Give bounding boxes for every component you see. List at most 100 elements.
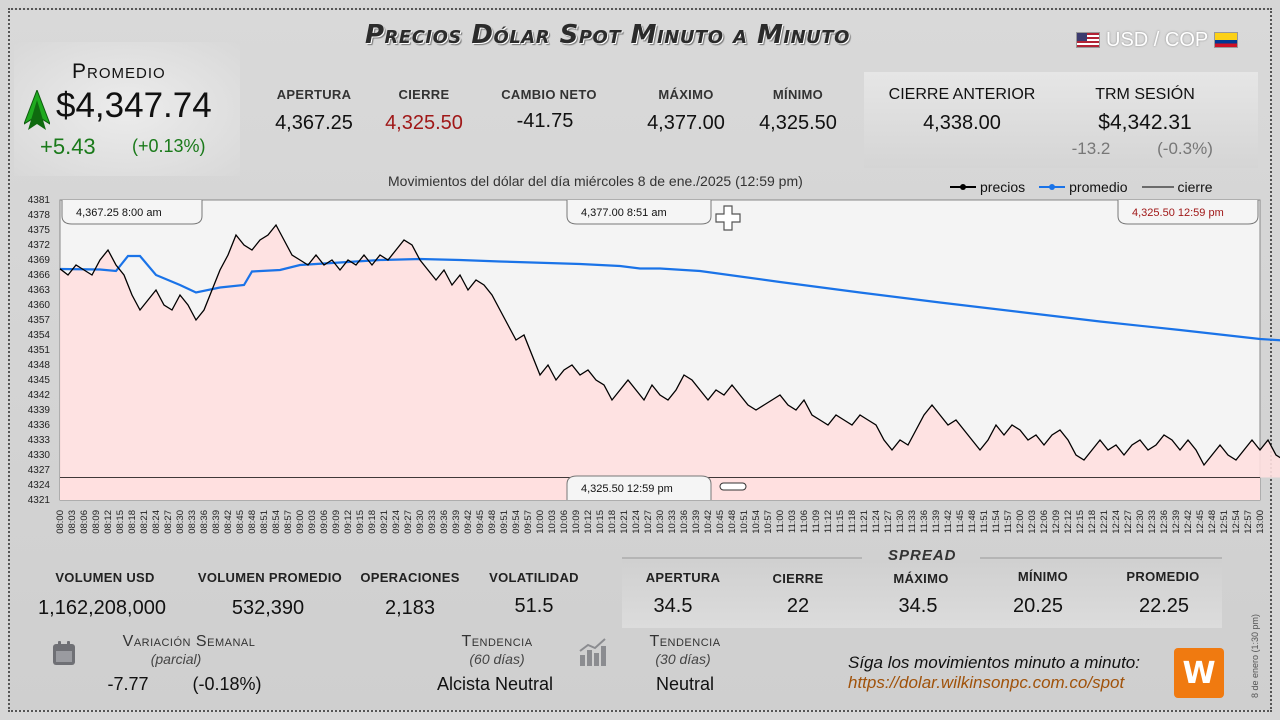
x-tick-label: 11:15 xyxy=(835,510,846,533)
x-tick-label: 08:54 xyxy=(271,510,282,534)
x-tick-label: 13:00 xyxy=(1255,510,1266,534)
legend-precios-swatch xyxy=(950,184,976,190)
spread-promedio-value: 22.25 xyxy=(1138,595,1190,617)
y-tick-label: 4363 xyxy=(28,285,51,296)
x-tick-label: 10:30 xyxy=(655,510,666,534)
promedio-label: Promedio xyxy=(72,60,166,83)
spread-panel xyxy=(622,560,1222,628)
x-tick-label: 12:30 xyxy=(1135,510,1146,534)
spread-maximo-label: MÁXIMO xyxy=(893,571,949,586)
spread-minimo-value: 20.25 xyxy=(1012,595,1064,617)
y-tick-label: 4324 xyxy=(28,480,51,491)
weekly-change-pct: (-0.18%) xyxy=(192,674,262,694)
x-tick-label: 11:12 xyxy=(823,510,834,533)
stat-cambio-value: -41.75 xyxy=(516,110,574,132)
x-tick-label: 10:15 xyxy=(595,510,606,534)
trm-value: $4,342.31 xyxy=(1098,111,1192,134)
y-tick-label: 4372 xyxy=(28,240,51,251)
x-tick-label: 12:39 xyxy=(1171,510,1182,534)
legend-cierre-label: cierre xyxy=(1177,179,1213,195)
calendar-icon xyxy=(53,641,75,665)
wilkinson-logo[interactable]: W xyxy=(1174,648,1224,698)
x-tick-label: 12:48 xyxy=(1207,510,1218,534)
operaciones-label: OPERACIONES xyxy=(360,570,460,585)
volumen-promedio-label: VOLUMEN PROMEDIO xyxy=(197,570,343,585)
promo-link[interactable]: https://dolar.wilkinsonpc.com.co/spot xyxy=(848,673,1125,692)
side-date: 8 de enero (1:30 pm) xyxy=(1250,613,1260,698)
x-tick-label: 08:33 xyxy=(187,510,198,534)
x-tick-label: 11:39 xyxy=(931,510,942,533)
x-tick-label: 10:51 xyxy=(739,510,750,534)
stat-minimo-value: 4,325.50 xyxy=(759,112,837,134)
y-tick-label: 4378 xyxy=(28,210,51,221)
y-tick-label: 4336 xyxy=(28,420,51,431)
y-tick-label: 4321 xyxy=(28,495,51,506)
annotation-close-top: 4,325.50 12:59 pm xyxy=(1117,200,1259,225)
annotation-open-shape xyxy=(61,200,203,225)
x-tick-label: 10:21 xyxy=(619,510,630,534)
price-area-fill xyxy=(60,225,1280,478)
precios-line xyxy=(59,223,1280,467)
annotation-close-bottom-text: 4,325.50 12:59 pm xyxy=(581,483,673,495)
x-tick-label: 10:03 xyxy=(547,510,558,534)
x-tick-label: 09:30 xyxy=(415,510,426,534)
legend-precios: precios xyxy=(950,179,1025,195)
x-tick-label: 11:27 xyxy=(883,510,894,533)
x-tick-label: 08:48 xyxy=(247,510,258,534)
scroll-handle[interactable] xyxy=(719,482,747,491)
legend-cierre: cierre xyxy=(1141,179,1213,195)
x-tick-label: 11:18 xyxy=(847,510,858,533)
trm-change: -13.2 xyxy=(1071,139,1111,158)
x-tick-label: 10:00 xyxy=(535,510,546,534)
x-tick-label: 11:06 xyxy=(799,510,810,533)
y-tick-label: 4342 xyxy=(28,390,51,401)
x-tick-label: 12:09 xyxy=(1051,510,1062,534)
spread-title: SPREAD xyxy=(888,547,957,564)
volumen-usd-label: VOLUMEN USD xyxy=(55,570,155,585)
x-tick-label: 09:36 xyxy=(439,510,450,534)
y-tick-label: 4354 xyxy=(28,330,51,341)
stat-cierre-value: 4,325.50 xyxy=(385,112,463,134)
x-tick-label: 12:51 xyxy=(1219,510,1230,534)
x-tick-label: 08:21 xyxy=(139,510,150,534)
x-tick-label: 09:42 xyxy=(463,510,474,534)
annotation-close-top-text: 4,325.50 12:59 pm xyxy=(1132,207,1224,219)
x-tick-label: 10:57 xyxy=(763,510,774,534)
annotation-max-shape xyxy=(566,200,712,225)
stat-minimo-label: MÍNIMO xyxy=(772,87,824,102)
x-tick-label: 11:21 xyxy=(859,510,870,533)
chart-title: Movimientos del dólar del día miércoles … xyxy=(388,173,803,189)
stat-apertura-label: APERTURA xyxy=(276,87,352,102)
x-tick-label: 10:36 xyxy=(679,510,690,534)
x-tick-label: 08:00 xyxy=(55,510,66,534)
x-tick-label: 08:18 xyxy=(127,510,138,534)
x-tick-label: 12:54 xyxy=(1231,510,1242,534)
weekly-change: -7.77 xyxy=(107,674,149,694)
x-tick-label: 10:54 xyxy=(751,510,762,534)
x-tick-label: 09:03 xyxy=(307,510,318,534)
legend-cierre-swatch xyxy=(1141,186,1174,188)
x-tick-label: 08:42 xyxy=(223,510,234,534)
x-tick-label: 12:36 xyxy=(1159,510,1170,534)
crosshair-icon[interactable] xyxy=(715,205,741,231)
x-tick-label: 09:39 xyxy=(451,510,462,534)
x-tick-label: 11:51 xyxy=(979,510,990,533)
previous-close-panel xyxy=(864,72,1258,168)
operaciones-value: 2,183 xyxy=(384,597,436,619)
x-tick-label: 10:06 xyxy=(559,510,570,534)
x-tick-label: 08:27 xyxy=(163,510,174,534)
x-tick-label: 12:12 xyxy=(1063,510,1074,534)
x-tick-label: 11:42 xyxy=(943,510,954,533)
x-tick-label: 09:24 xyxy=(391,510,402,534)
promedio-value: $4,347.74 xyxy=(56,86,212,125)
stat-apertura-value: 4,367.25 xyxy=(275,112,353,134)
x-tick-label: 10:39 xyxy=(691,510,702,534)
x-tick-label: 10:33 xyxy=(667,510,678,534)
x-tick-label: 11:30 xyxy=(895,510,906,533)
x-tick-label: 12:18 xyxy=(1087,510,1098,534)
x-tick-label: 11:57 xyxy=(1003,510,1014,533)
y-tick-label: 4351 xyxy=(28,345,51,356)
x-tick-label: 09:33 xyxy=(427,510,438,534)
x-tick-label: 08:15 xyxy=(115,510,126,534)
